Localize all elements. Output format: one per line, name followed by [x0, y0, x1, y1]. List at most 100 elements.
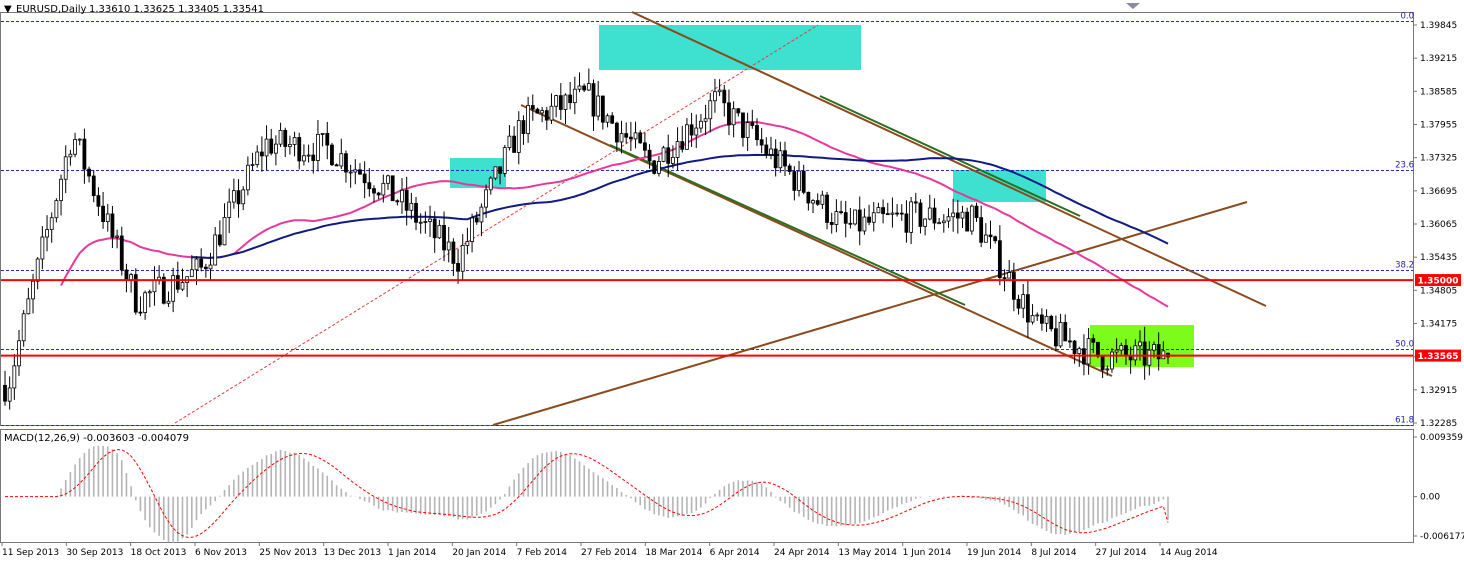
candle[interactable]: [339, 138, 344, 169]
candle[interactable]: [839, 200, 843, 215]
candle[interactable]: [334, 163, 339, 167]
candle[interactable]: [1011, 262, 1016, 312]
candle[interactable]: [913, 192, 918, 213]
candle[interactable]: [292, 131, 297, 157]
candle[interactable]: [572, 76, 577, 115]
candle[interactable]: [969, 204, 974, 235]
channel-line-lower[interactable]: [609, 144, 966, 306]
candle[interactable]: [143, 290, 148, 320]
candle[interactable]: [689, 112, 694, 147]
candle[interactable]: [521, 115, 526, 145]
candle[interactable]: [881, 199, 885, 224]
candle[interactable]: [540, 107, 545, 123]
candle[interactable]: [297, 132, 302, 170]
candle[interactable]: [586, 68, 591, 91]
support-box-august[interactable]: [1090, 325, 1194, 367]
candle[interactable]: [927, 194, 932, 221]
candle[interactable]: [166, 291, 171, 307]
candle[interactable]: [82, 128, 87, 184]
candle[interactable]: [414, 196, 418, 231]
candle[interactable]: [993, 235, 998, 244]
candle[interactable]: [488, 176, 493, 195]
candle[interactable]: [437, 219, 442, 240]
candle[interactable]: [1039, 308, 1044, 331]
candle[interactable]: [862, 208, 867, 235]
candle[interactable]: [759, 127, 764, 154]
candle[interactable]: [778, 141, 783, 173]
candle[interactable]: [1133, 339, 1138, 366]
candle[interactable]: [671, 145, 675, 169]
candle[interactable]: [17, 329, 21, 376]
candle[interactable]: [133, 268, 138, 315]
candle[interactable]: [983, 223, 988, 243]
candle[interactable]: [493, 166, 498, 181]
candle[interactable]: [619, 120, 624, 154]
candle[interactable]: [895, 204, 900, 217]
candle[interactable]: [904, 200, 909, 243]
candle[interactable]: [288, 135, 292, 155]
candle[interactable]: [390, 175, 395, 202]
candle[interactable]: [741, 112, 745, 147]
candle[interactable]: [460, 234, 465, 280]
candle[interactable]: [353, 159, 358, 185]
candle[interactable]: [161, 273, 166, 305]
candle[interactable]: [320, 132, 325, 147]
candle[interactable]: [474, 211, 479, 225]
candle[interactable]: [755, 118, 759, 146]
candle[interactable]: [727, 89, 731, 136]
candle[interactable]: [330, 142, 334, 167]
candle[interactable]: [1007, 260, 1012, 279]
candle[interactable]: [1068, 327, 1072, 348]
candle[interactable]: [526, 96, 531, 143]
candle[interactable]: [241, 186, 246, 211]
candle[interactable]: [283, 127, 288, 157]
candle[interactable]: [923, 218, 928, 236]
candle[interactable]: [685, 118, 689, 150]
candle[interactable]: [642, 132, 647, 158]
candle[interactable]: [21, 309, 26, 347]
candle[interactable]: [269, 128, 274, 156]
candle[interactable]: [1058, 313, 1063, 348]
candle[interactable]: [395, 199, 400, 206]
candle[interactable]: [600, 95, 605, 130]
candle[interactable]: [12, 353, 17, 400]
candle[interactable]: [853, 209, 857, 226]
candle[interactable]: [783, 141, 787, 177]
candle[interactable]: [372, 185, 376, 203]
candle[interactable]: [997, 225, 1002, 286]
candle[interactable]: [418, 213, 423, 234]
candle[interactable]: [731, 101, 736, 138]
candle[interactable]: [311, 142, 316, 174]
candle[interactable]: [423, 211, 428, 234]
candle[interactable]: [1044, 309, 1049, 333]
candle[interactable]: [801, 164, 806, 195]
candle[interactable]: [147, 289, 152, 308]
candle[interactable]: [1063, 314, 1068, 342]
uptrend-line[interactable]: [492, 201, 1248, 426]
candle[interactable]: [189, 255, 194, 278]
candle[interactable]: [203, 263, 208, 278]
candle[interactable]: [259, 136, 264, 172]
candle[interactable]: [451, 238, 456, 277]
candle[interactable]: [736, 108, 741, 117]
candle[interactable]: [381, 174, 386, 203]
candle[interactable]: [516, 111, 521, 165]
candle[interactable]: [1054, 315, 1058, 352]
candle[interactable]: [1119, 342, 1124, 355]
candle[interactable]: [638, 130, 643, 144]
candle[interactable]: [512, 126, 517, 153]
fib-anchor-line[interactable]: [174, 24, 819, 424]
candle[interactable]: [171, 267, 176, 313]
candle[interactable]: [138, 296, 143, 317]
candle[interactable]: [713, 78, 717, 113]
moving-average-fast[interactable]: [60, 120, 1169, 308]
candle[interactable]: [1021, 283, 1026, 319]
candle[interactable]: [231, 178, 236, 209]
candle[interactable]: [614, 121, 619, 152]
candle[interactable]: [530, 94, 535, 121]
candle[interactable]: [49, 212, 54, 243]
candle[interactable]: [876, 202, 881, 214]
candle[interactable]: [1147, 341, 1152, 376]
candle[interactable]: [59, 174, 63, 216]
candle[interactable]: [717, 79, 722, 97]
